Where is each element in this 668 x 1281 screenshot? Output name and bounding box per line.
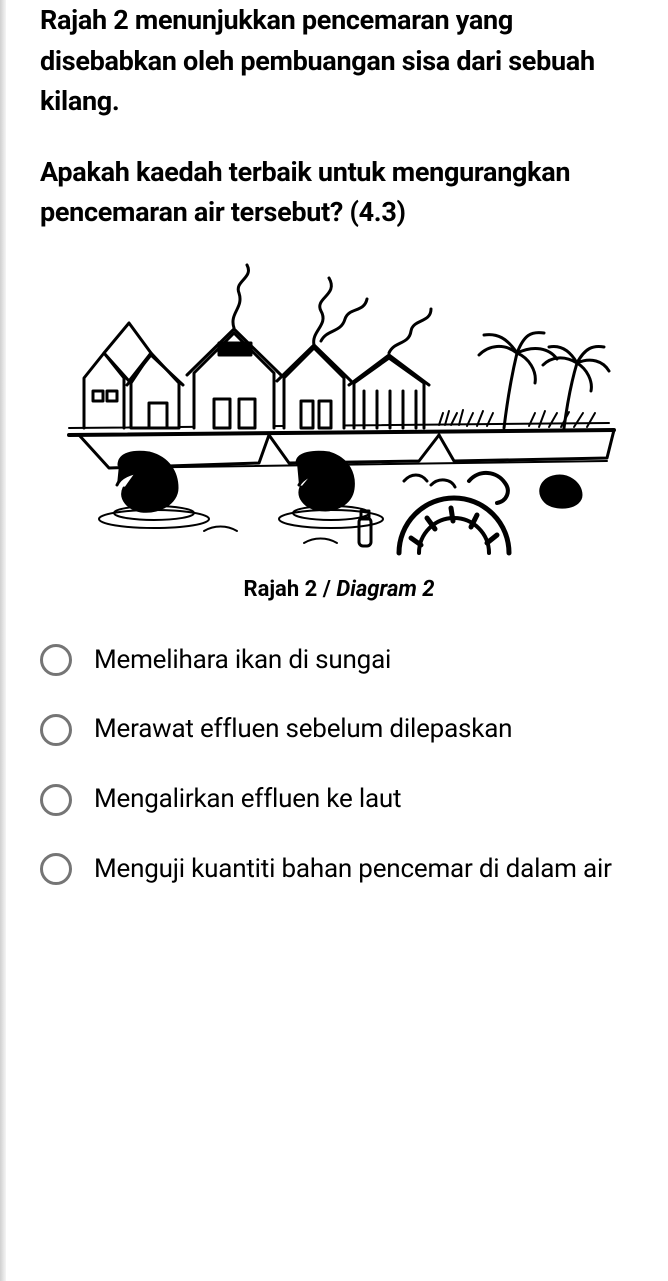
radio-icon[interactable] bbox=[40, 784, 72, 816]
radio-icon[interactable] bbox=[40, 644, 72, 676]
radio-icon[interactable] bbox=[40, 714, 72, 746]
option-a-label: Memelihara ikan di sungai bbox=[94, 642, 391, 680]
option-a[interactable]: Memelihara ikan di sungai bbox=[40, 642, 638, 680]
option-d-label: Menguji kuantiti bahan pencemar di dalam… bbox=[94, 851, 612, 889]
diagram-caption: Rajah 2 / Diagram 2 bbox=[40, 577, 638, 602]
options-list: Memelihara ikan di sungai Merawat efflue… bbox=[40, 642, 638, 889]
caption-prefix: Rajah 2 / bbox=[243, 577, 336, 602]
option-c[interactable]: Mengalirkan effluen ke laut bbox=[40, 781, 638, 819]
question-paragraph-1: Rajah 2 menunjukkan pencemaran yang dise… bbox=[40, 0, 638, 122]
option-b[interactable]: Merawat effluen sebelum dilepaskan bbox=[40, 711, 638, 749]
diagram-container: Rajah 2 / Diagram 2 bbox=[40, 263, 638, 602]
option-d[interactable]: Menguji kuantiti bahan pencemar di dalam… bbox=[40, 851, 638, 889]
question-paragraph-2: Apakah kaedah terbaik untuk mengurangkan… bbox=[40, 152, 638, 233]
pollution-diagram bbox=[59, 263, 619, 563]
option-b-label: Merawat effluen sebelum dilepaskan bbox=[94, 711, 512, 749]
radio-icon[interactable] bbox=[40, 853, 72, 885]
option-c-label: Mengalirkan effluen ke laut bbox=[94, 781, 401, 819]
caption-italic: Diagram 2 bbox=[336, 577, 434, 602]
